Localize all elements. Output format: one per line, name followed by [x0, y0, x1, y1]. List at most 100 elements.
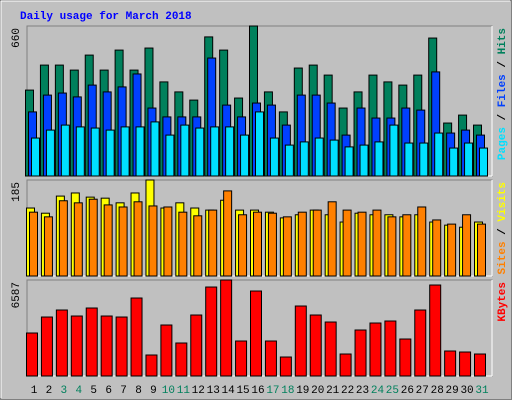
bar [309, 314, 322, 377]
x-tick-label: 3 [61, 385, 68, 397]
bar [264, 340, 277, 377]
x-tick-label: 8 [135, 385, 142, 397]
bar [389, 124, 399, 177]
x-tick-label: 16 [251, 385, 264, 397]
bar [372, 209, 382, 277]
legend-entry: Sites [497, 241, 509, 274]
bar [40, 316, 53, 377]
bar [103, 204, 113, 277]
bar [429, 284, 442, 377]
chart-title: Daily usage for March 2018 [20, 11, 192, 23]
x-tick-label: 31 [475, 385, 489, 397]
bar [208, 209, 218, 277]
legend-entry: Hits [497, 28, 509, 54]
bar [414, 309, 427, 377]
bar [75, 126, 85, 177]
bar [329, 139, 339, 177]
y-tick-label: 6587 [11, 282, 23, 308]
bar [70, 315, 83, 377]
bar [58, 200, 68, 277]
bar [269, 137, 279, 177]
bar [29, 211, 38, 277]
bar [374, 141, 384, 177]
x-tick-label: 23 [356, 385, 369, 397]
legend-separator: / [497, 54, 509, 74]
x-tick-label: 30 [460, 385, 473, 397]
x-tick-label: 6 [105, 385, 112, 397]
bar [432, 219, 442, 277]
bar [282, 216, 292, 277]
bar [238, 214, 248, 277]
bar [90, 127, 100, 177]
bar [327, 201, 337, 277]
x-tick-label: 2 [46, 385, 53, 397]
x-tick-label: 5 [90, 385, 97, 397]
bar [402, 214, 412, 277]
bar [195, 127, 205, 177]
bar [60, 124, 70, 177]
legend-separator: / [497, 222, 509, 242]
x-tick-label: 18 [281, 385, 294, 397]
x-tick-label: 11 [177, 385, 191, 397]
legend-entry: Visits [497, 182, 509, 222]
x-tick-label: 4 [75, 385, 82, 397]
x-tick-label: 24 [371, 385, 385, 397]
x-tick-label: 17 [266, 385, 279, 397]
bar [312, 209, 322, 277]
x-tick-label: 9 [150, 385, 157, 397]
x-tick-label: 20 [311, 385, 324, 397]
bar [240, 134, 250, 177]
bar [253, 211, 262, 277]
bar [178, 211, 188, 277]
bar [297, 211, 307, 277]
bar [339, 353, 352, 377]
bar [447, 223, 457, 277]
x-tick-label: 26 [401, 385, 414, 397]
bar [434, 132, 444, 177]
bar [404, 142, 414, 177]
bar [357, 211, 367, 277]
bar [163, 206, 173, 277]
bar [165, 134, 175, 177]
bar [175, 342, 188, 377]
bar [417, 206, 427, 277]
bar [225, 126, 235, 177]
bar [444, 350, 457, 377]
bar [73, 202, 83, 277]
x-tick-label: 21 [326, 385, 340, 397]
bar [369, 322, 382, 377]
x-tick-label: 14 [222, 385, 236, 397]
bar [180, 124, 190, 177]
bar [235, 340, 248, 377]
bar [359, 144, 369, 177]
bar [399, 338, 412, 377]
legend-separator: / [497, 107, 509, 127]
bar [384, 320, 397, 377]
legend: Sites / Visits [497, 182, 509, 274]
bar [145, 354, 158, 377]
bar [279, 356, 292, 377]
bar [267, 212, 277, 277]
bar [55, 309, 68, 377]
y-tick-label: 185 [11, 182, 23, 202]
bar [148, 205, 158, 277]
bar [135, 126, 145, 177]
bar [26, 332, 38, 377]
bar [299, 141, 309, 177]
bar [474, 353, 486, 377]
bar [464, 142, 474, 177]
x-tick-label: 15 [236, 385, 249, 397]
x-tick-label: 29 [446, 385, 459, 397]
bar [314, 137, 324, 177]
bar [130, 297, 143, 377]
bar [105, 129, 115, 177]
bar [88, 198, 98, 277]
x-tick-label: 13 [207, 385, 220, 397]
bar [120, 126, 130, 177]
x-tick-label: 25 [386, 385, 399, 397]
legend: Pages / Files / Hits [497, 28, 509, 160]
x-tick-label: 28 [431, 385, 444, 397]
bar [118, 206, 128, 277]
x-tick-label: 19 [296, 385, 309, 397]
